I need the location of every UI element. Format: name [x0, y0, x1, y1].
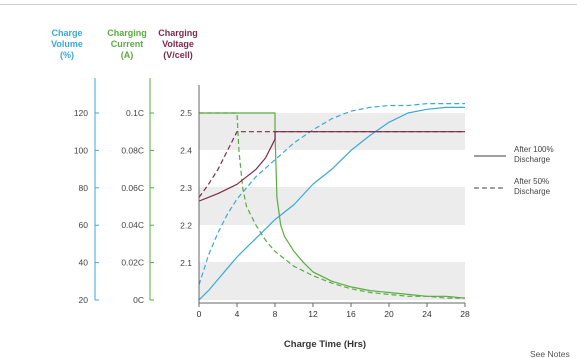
voltage-100-curve — [199, 131, 465, 202]
current-tick-label: 0.04C — [121, 220, 144, 230]
current-tick-label: 0C — [133, 295, 144, 305]
volume-axis-title: Volume — [51, 39, 83, 49]
see-notes-link[interactable]: See Notes — [530, 349, 570, 358]
current-50-curve — [199, 112, 465, 299]
top-divider — [0, 4, 577, 5]
x-tick-label: 28 — [460, 309, 470, 319]
volume-tick-label: 80 — [79, 183, 89, 193]
current-tick-label: 0.1C — [126, 108, 144, 118]
voltage-axis-title: Charging — [158, 28, 198, 38]
legend-label: After 100% — [514, 145, 554, 154]
volume-100-curve — [199, 106, 465, 301]
volume-tick-label: 120 — [74, 108, 88, 118]
x-tick-label: 12 — [308, 309, 318, 319]
voltage-axis-title: Voltage — [162, 39, 194, 49]
legend-label: After 50% — [514, 177, 549, 186]
voltage-tick-label: 2.2 — [180, 221, 192, 231]
volume-tick-label: 60 — [79, 220, 89, 230]
x-tick-label: 16 — [346, 309, 356, 319]
legend-label: Discharge — [514, 155, 551, 164]
voltage-tick-label: 2.1 — [180, 258, 192, 268]
x-axis-label: Charge Time (Hrs) — [284, 339, 366, 350]
current-axis-title: Current — [111, 39, 144, 49]
x-tick-label: 4 — [235, 309, 240, 319]
x-tick-label: 20 — [384, 309, 394, 319]
x-tick-label: 24 — [422, 309, 432, 319]
volume-axis-title: Charge — [51, 28, 82, 38]
current-tick-label: 0.02C — [121, 258, 144, 268]
x-tick-label: 0 — [197, 309, 202, 319]
current-tick-label: 0.06C — [121, 183, 144, 193]
current-tick-label: 0.08C — [121, 145, 144, 155]
grid-band — [199, 187, 465, 225]
legend-label: Discharge — [514, 187, 551, 196]
voltage-tick-label: 2.4 — [180, 146, 192, 156]
volume-axis-title: (%) — [60, 50, 74, 60]
current-axis-title: (A) — [121, 50, 134, 60]
voltage-50-curve — [199, 131, 465, 198]
volume-tick-label: 100 — [74, 145, 88, 155]
current-axis-title: Charging — [107, 28, 147, 38]
voltage-tick-label: 2.3 — [180, 183, 192, 193]
current-100-curve — [199, 112, 465, 299]
voltage-axis-title: (V/cell) — [163, 50, 193, 60]
volume-tick-label: 20 — [79, 295, 89, 305]
x-tick-label: 8 — [273, 309, 278, 319]
voltage-tick-label: 2.5 — [180, 108, 192, 118]
volume-tick-label: 40 — [79, 258, 89, 268]
